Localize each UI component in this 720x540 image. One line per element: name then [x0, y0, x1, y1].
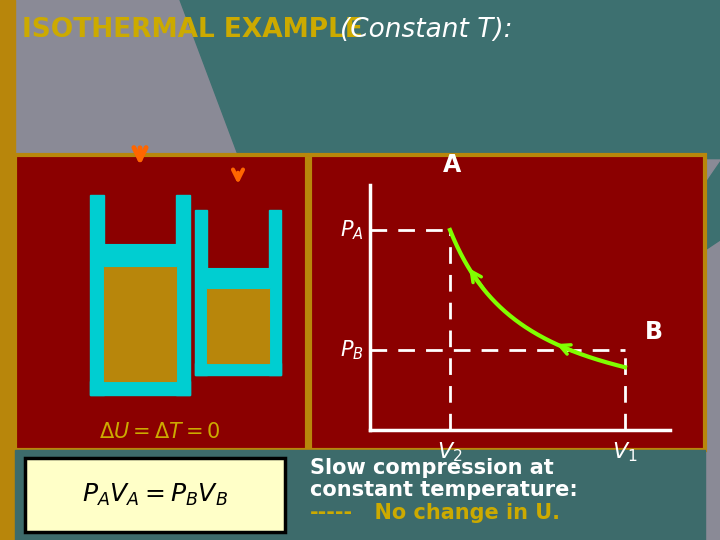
Bar: [195, 363, 281, 375]
Bar: [15, 450, 705, 540]
Bar: [15, 155, 307, 450]
Text: -----: -----: [310, 503, 353, 523]
Text: $\Delta U = \Delta T = 0$: $\Delta U = \Delta T = 0$: [99, 422, 221, 442]
Bar: [207, 288, 269, 363]
Text: ISOTHERMAL EXAMPLE: ISOTHERMAL EXAMPLE: [22, 17, 363, 43]
Bar: [176, 195, 190, 395]
Polygon shape: [280, 160, 720, 480]
Bar: [90, 381, 190, 395]
Text: $V_1$: $V_1$: [612, 440, 638, 464]
Text: $P_B$: $P_B$: [341, 338, 364, 362]
Bar: [269, 210, 281, 375]
Text: B: B: [645, 320, 663, 344]
Polygon shape: [180, 0, 720, 480]
Bar: [0, 0, 15, 540]
Bar: [195, 210, 207, 375]
Text: A: A: [443, 153, 461, 177]
Bar: [310, 155, 705, 450]
Bar: [104, 266, 176, 381]
Text: $P_A$: $P_A$: [341, 218, 364, 242]
Bar: [104, 244, 176, 266]
Text: constant temperature:: constant temperature:: [310, 480, 577, 500]
Text: No change in U.: No change in U.: [360, 503, 560, 523]
Text: $V_2$: $V_2$: [437, 440, 463, 464]
Text: Slow compression at: Slow compression at: [310, 458, 554, 478]
Bar: [90, 195, 104, 395]
Text: (Constant T):: (Constant T):: [340, 17, 513, 43]
Bar: [25, 458, 285, 532]
Bar: [207, 268, 269, 288]
Text: $P_A V_A = P_B V_B$: $P_A V_A = P_B V_B$: [82, 482, 228, 508]
